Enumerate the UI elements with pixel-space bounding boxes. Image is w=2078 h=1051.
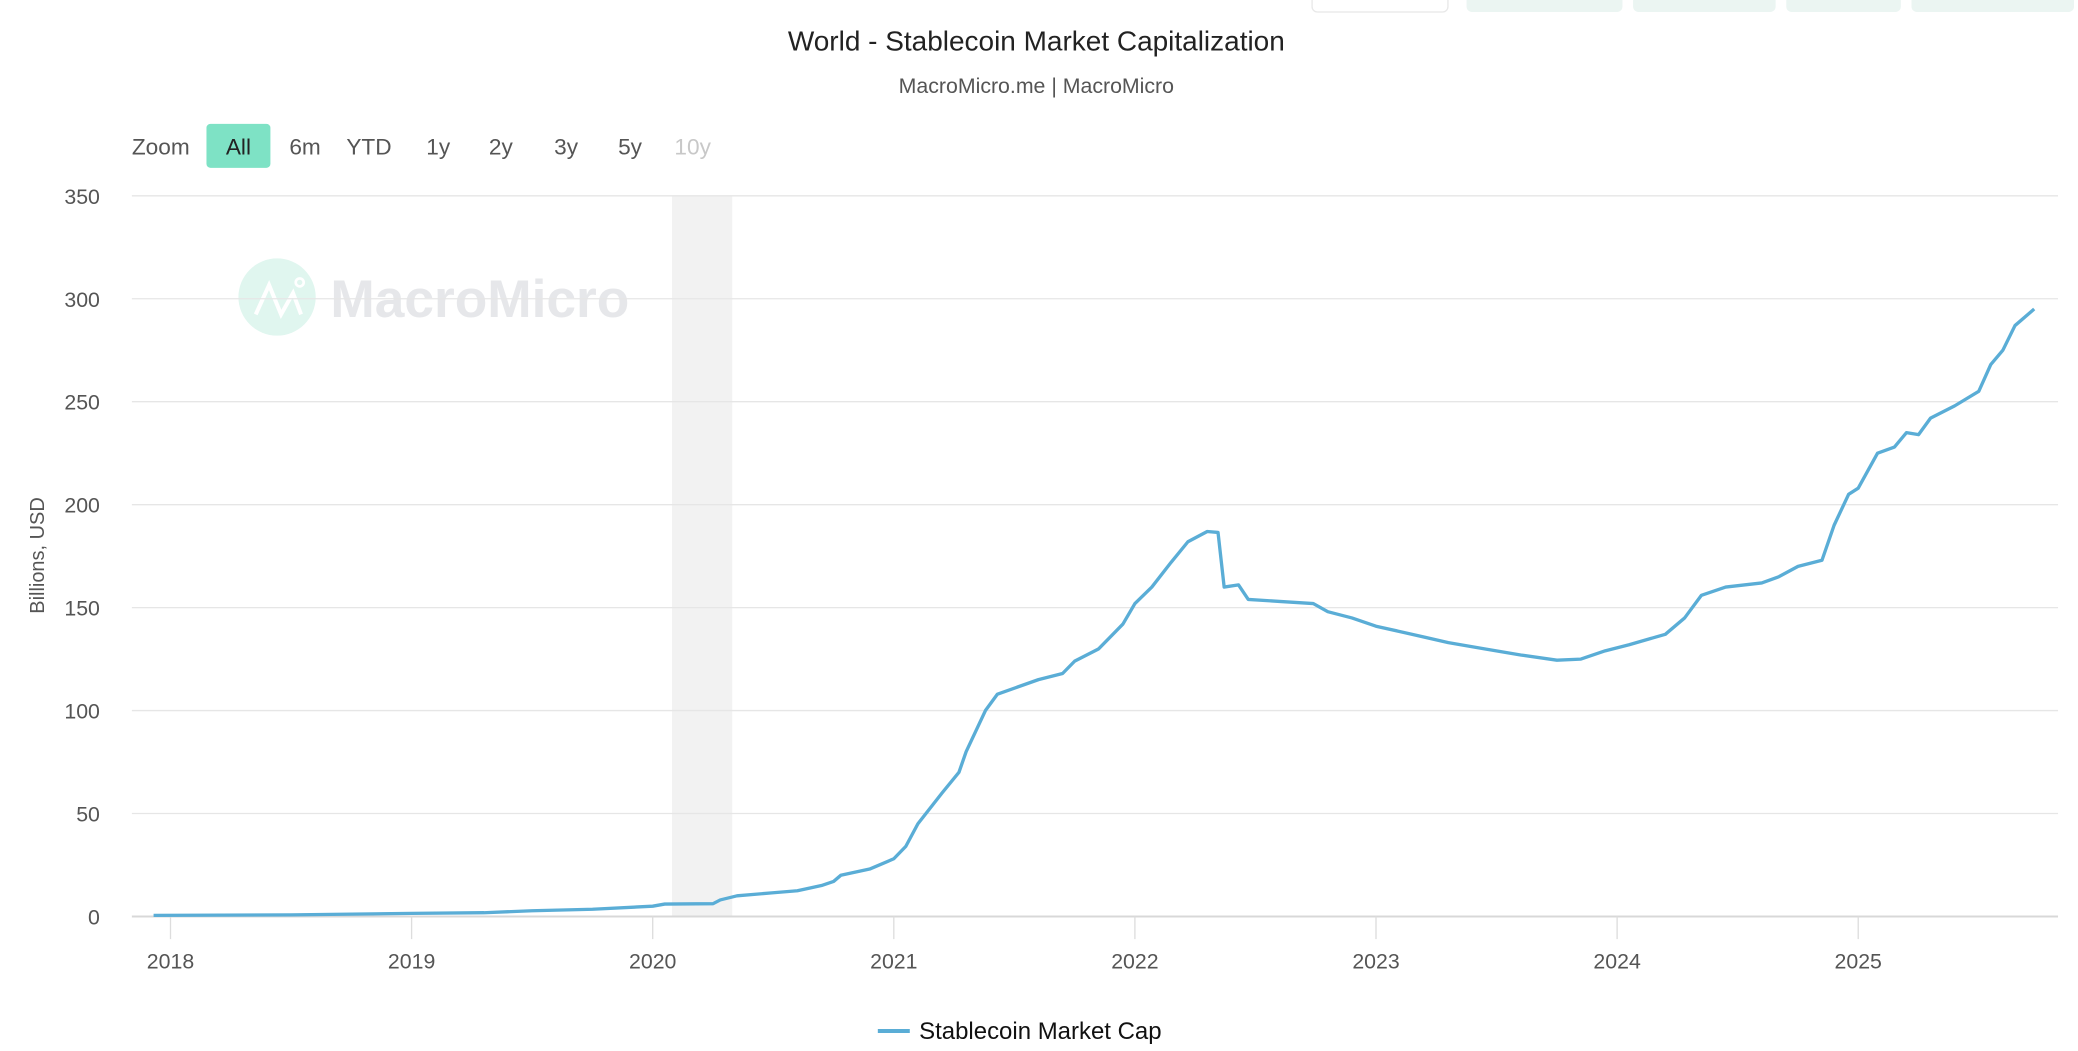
zoom-button-3y[interactable]: 3y: [554, 135, 579, 160]
toolbar-button[interactable]: [1311, 0, 1449, 13]
toolbar-button[interactable]: [1911, 0, 2075, 12]
chart-title: World - Stablecoin Market Capitalization: [788, 26, 1285, 57]
toolbar-button[interactable]: [1466, 0, 1623, 12]
y-tick-label: 250: [64, 391, 100, 415]
x-tick-label: 2023: [1352, 949, 1399, 973]
zoom-button-all[interactable]: All: [206, 123, 271, 168]
x-tick-label: 2025: [1835, 949, 1882, 973]
zoom-button-5y[interactable]: 5y: [618, 135, 643, 160]
zoom-button-10y: 10y: [674, 135, 711, 160]
x-tick-label: 2020: [629, 949, 677, 973]
zoom-label: Zoom: [132, 135, 190, 160]
shaded-period: [671, 195, 733, 917]
macromicro-logo-icon: [238, 258, 316, 336]
zoom-button-label: All: [226, 135, 251, 160]
y-tick-label: 50: [76, 803, 100, 827]
zoom-button-highlight: [206, 123, 271, 168]
y-tick-label: 0: [88, 905, 100, 929]
zoom-button-6m[interactable]: 6m: [289, 135, 320, 160]
toolbar-button[interactable]: [1633, 0, 1776, 12]
zoom-button-label: 6m: [289, 135, 320, 160]
y-tick-label: 150: [64, 597, 100, 621]
zoom-button-ytd[interactable]: YTD: [346, 135, 391, 160]
legend-label[interactable]: Stablecoin Market Cap: [919, 1018, 1161, 1045]
zoom-button-label: 2y: [489, 135, 514, 160]
x-tick-label: 2021: [870, 949, 917, 973]
logo-chart-glyph: [253, 280, 303, 319]
y-tick-label: 350: [64, 185, 100, 209]
watermark: MacroMicro: [238, 258, 629, 336]
x-tick-label: 2024: [1593, 949, 1641, 973]
x-tick-label: 2018: [147, 949, 194, 973]
zoom-button-label: YTD: [346, 135, 391, 160]
y-tick-label: 200: [64, 494, 100, 518]
zoom-range-selector: Zoom All 6m YTD 1y 2y 3y 5y 10y: [132, 123, 712, 168]
zoom-button-label: 3y: [554, 135, 579, 160]
toolbar-button[interactable]: [1786, 0, 1901, 12]
y-tick-label: 100: [64, 700, 100, 724]
chart-subtitle: MacroMicro.me | MacroMicro: [899, 74, 1174, 98]
zoom-button-1y[interactable]: 1y: [426, 135, 451, 160]
zoom-button-label: 10y: [674, 135, 711, 160]
top-toolbar: [1311, 0, 2075, 13]
y-axis-label: Billions, USD: [27, 497, 49, 614]
x-tick-label: 2022: [1111, 949, 1158, 973]
zoom-button-label: 5y: [618, 135, 643, 160]
x-tick-label: 2019: [388, 949, 435, 973]
zoom-button-label: 1y: [426, 135, 451, 160]
watermark-text: MacroMicro: [330, 270, 629, 329]
series-line-stablecoin-market-cap: [153, 307, 2036, 918]
zoom-button-2y[interactable]: 2y: [489, 135, 514, 160]
y-tick-label: 300: [64, 288, 100, 312]
legend[interactable]: Stablecoin Market Cap: [877, 1018, 1162, 1045]
